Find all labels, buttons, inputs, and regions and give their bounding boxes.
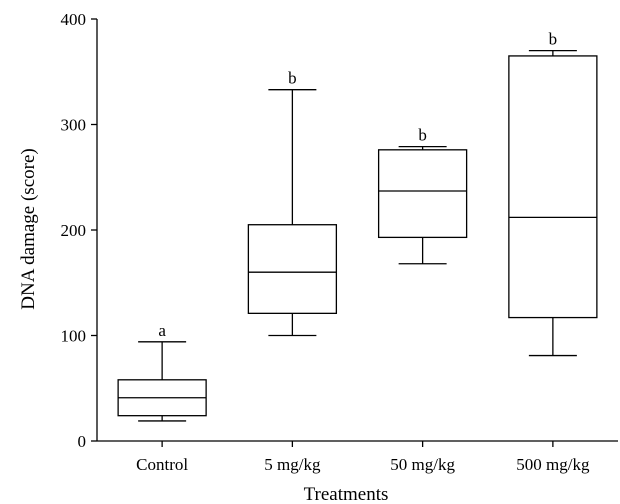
y-tick-label: 200 xyxy=(61,221,87,240)
box-iqr xyxy=(508,55,598,319)
x-axis-title: Treatments xyxy=(304,484,389,504)
significance-label: b xyxy=(418,126,427,145)
y-tick-label: 100 xyxy=(61,327,87,346)
x-tick-label: 500 mg/kg xyxy=(516,455,590,474)
y-tick-label: 300 xyxy=(61,116,87,135)
y-tick-label: 0 xyxy=(78,432,87,451)
plot-area: 0 100 200 300 400 Control a 5 mg/kg b 50 mg/kg b 50… xyxy=(61,10,618,474)
x-tick-label: 50 mg/kg xyxy=(390,455,455,474)
x-tick-label: 5 mg/kg xyxy=(264,455,321,474)
y-tick-label: 400 xyxy=(61,10,87,29)
box-iqr xyxy=(247,224,338,314)
significance-label: b xyxy=(549,30,558,49)
y-axis-title: DNA damage (score) xyxy=(18,148,39,309)
box-iqr xyxy=(377,149,468,239)
x-tick-label: Control xyxy=(136,455,188,474)
significance-label: b xyxy=(288,69,297,88)
significance-label: a xyxy=(158,321,166,340)
